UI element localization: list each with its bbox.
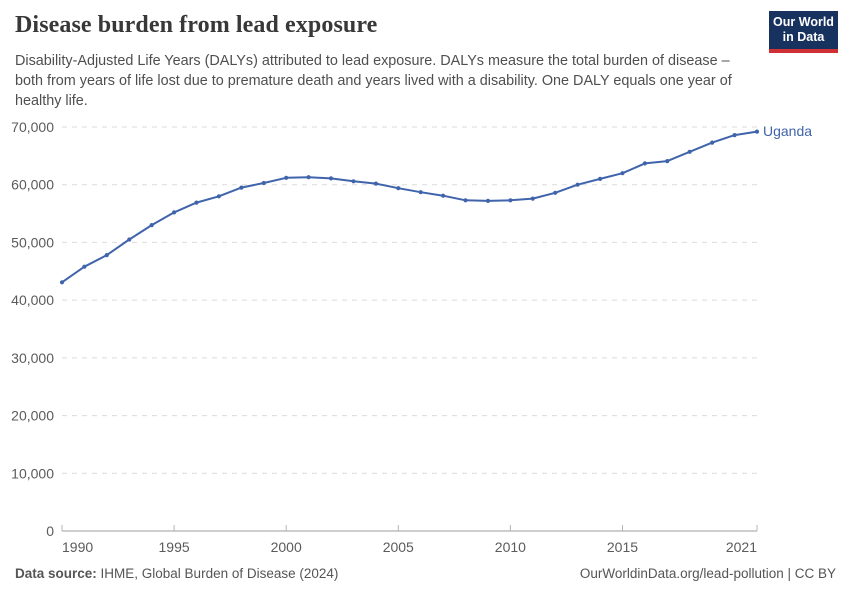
data-point[interactable] — [373, 181, 378, 186]
x-tick-label: 2010 — [495, 539, 526, 555]
series-label-uganda: Uganda — [763, 123, 813, 139]
data-point[interactable] — [598, 176, 603, 181]
data-point[interactable] — [328, 176, 334, 181]
y-tick-label: 10,000 — [11, 465, 54, 481]
data-point[interactable] — [575, 182, 580, 187]
data-point[interactable] — [239, 185, 244, 190]
chart-footer: Data source: IHME, Global Burden of Dise… — [15, 566, 836, 581]
y-tick-label: 70,000 — [11, 119, 54, 135]
data-point[interactable] — [216, 194, 221, 199]
data-source-label: Data source: — [15, 566, 97, 581]
data-point[interactable] — [149, 223, 154, 228]
data-point[interactable] — [127, 237, 132, 242]
x-tick-label: 2000 — [271, 539, 302, 555]
data-point[interactable] — [396, 186, 401, 191]
data-point[interactable] — [485, 198, 491, 203]
data-source-text: IHME, Global Burden of Disease (2024) — [96, 566, 339, 581]
data-point[interactable] — [441, 193, 446, 198]
data-point[interactable] — [620, 171, 625, 176]
data-point[interactable] — [418, 190, 423, 195]
data-source: Data source: IHME, Global Burden of Dise… — [15, 566, 338, 581]
data-point[interactable] — [463, 198, 468, 203]
owid-logo-line2: in Data — [782, 30, 825, 44]
owid-logo[interactable]: Our World in Data — [769, 11, 838, 53]
data-point[interactable] — [710, 140, 715, 145]
data-point[interactable] — [732, 133, 737, 138]
data-point[interactable] — [306, 175, 311, 180]
y-tick-label: 40,000 — [11, 292, 54, 308]
data-point[interactable] — [754, 129, 760, 134]
data-point[interactable] — [665, 159, 670, 164]
x-tick-label: 2005 — [383, 539, 414, 555]
data-point[interactable] — [642, 161, 648, 166]
x-tick-label: 1990 — [62, 539, 93, 555]
chart-subtitle: Disability-Adjusted Life Years (DALYs) a… — [15, 53, 732, 109]
data-point[interactable] — [104, 253, 109, 258]
y-tick-label: 50,000 — [11, 234, 54, 250]
credit-link[interactable]: OurWorldinData.org/lead-pollution | CC B… — [579, 566, 836, 581]
data-point[interactable] — [553, 190, 558, 195]
x-tick-label: 1995 — [159, 539, 190, 555]
chart-title: Disease burden from lead exposure — [15, 12, 378, 38]
y-tick-label: 60,000 — [11, 177, 54, 193]
data-point[interactable] — [194, 200, 199, 205]
data-point[interactable] — [351, 179, 356, 184]
data-point[interactable] — [172, 210, 177, 215]
data-point[interactable] — [530, 196, 535, 201]
data-point[interactable] — [284, 175, 289, 180]
owid-logo-line1: Our World — [773, 15, 834, 29]
x-tick-label: 2015 — [607, 539, 638, 555]
data-point[interactable] — [687, 149, 692, 154]
data-point[interactable] — [508, 198, 513, 203]
y-tick-label: 30,000 — [11, 350, 54, 366]
data-point[interactable] — [59, 280, 65, 285]
y-tick-label: 20,000 — [11, 408, 54, 424]
data-point[interactable] — [82, 264, 87, 269]
data-point[interactable] — [261, 180, 266, 186]
x-tick-label: 2021 — [726, 539, 757, 555]
data-line — [61, 130, 758, 284]
y-tick-label: 0 — [46, 523, 54, 539]
